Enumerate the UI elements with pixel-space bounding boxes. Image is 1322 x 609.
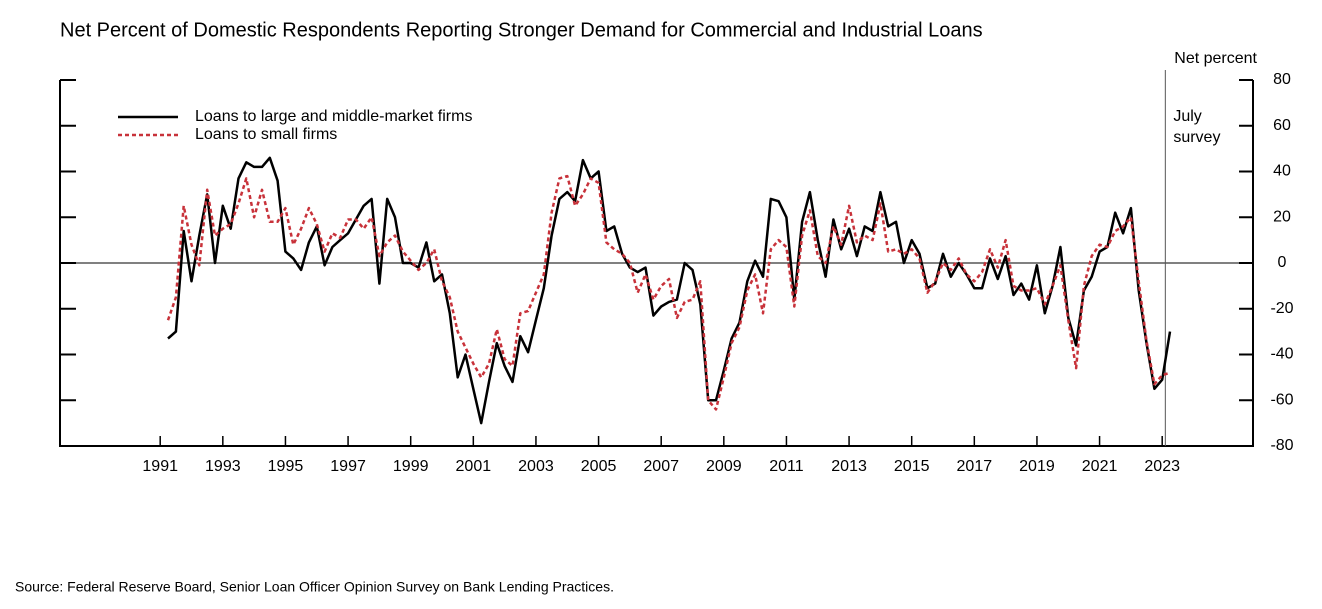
x-tick-label: 2017: [957, 458, 993, 475]
y-tick-label: 20: [1273, 208, 1291, 225]
x-tick-label: 2013: [831, 458, 867, 475]
x-tick-label: 1999: [393, 458, 429, 475]
annotation-text: July: [1173, 108, 1201, 125]
annotation-text: survey: [1173, 129, 1220, 146]
y-tick-label: -80: [1270, 437, 1293, 454]
series-line: [166, 174, 1171, 411]
x-tick-label: 2015: [894, 458, 930, 475]
legend-label: Loans to large and middle-market firms: [195, 108, 472, 125]
x-tick-label: 1993: [205, 458, 241, 475]
x-tick-label: 1997: [330, 458, 366, 475]
x-tick-label: 2005: [581, 458, 617, 475]
x-tick-label: 2011: [769, 458, 804, 475]
x-tick-label: 2009: [706, 458, 742, 475]
x-tick-label: 1991: [142, 458, 178, 475]
y-tick-label: -40: [1270, 346, 1293, 363]
y-tick-label: 60: [1273, 117, 1291, 134]
source-note: Source: Federal Reserve Board, Senior Lo…: [15, 579, 614, 595]
chart-title: Net Percent of Domestic Respondents Repo…: [60, 19, 983, 41]
y-tick-label: 40: [1273, 163, 1291, 180]
y-tick-label: 0: [1278, 254, 1287, 271]
y-axis-label: Net percent: [1174, 50, 1257, 67]
x-tick-label: 1995: [268, 458, 304, 475]
y-tick-label: -20: [1270, 300, 1293, 317]
y-tick-label: 80: [1273, 71, 1291, 88]
legend-label: Loans to small firms: [195, 126, 337, 143]
x-tick-label: 2023: [1144, 458, 1180, 475]
x-tick-label: 2007: [643, 458, 679, 475]
x-tick-label: 2019: [1019, 458, 1055, 475]
x-tick-label: 2003: [518, 458, 554, 475]
y-tick-label: -60: [1270, 391, 1293, 408]
series-line: [167, 156, 1172, 425]
x-tick-label: 2021: [1082, 458, 1118, 475]
x-tick-label: 2001: [456, 458, 492, 475]
